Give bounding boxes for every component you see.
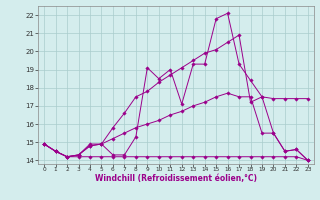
X-axis label: Windchill (Refroidissement éolien,°C): Windchill (Refroidissement éolien,°C) (95, 174, 257, 183)
